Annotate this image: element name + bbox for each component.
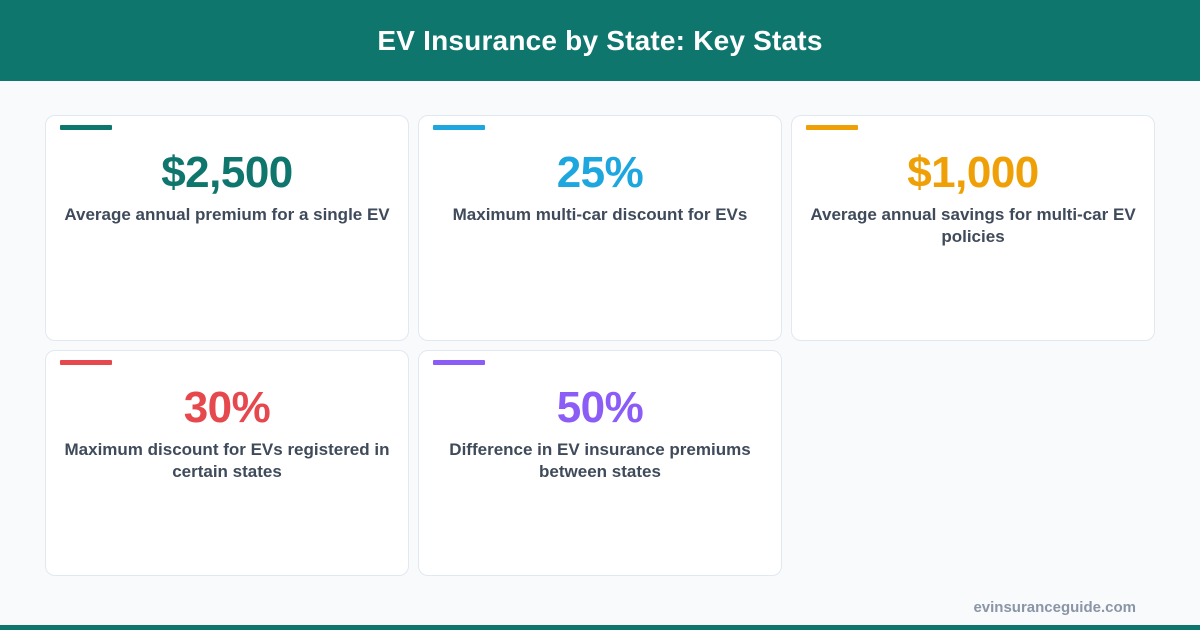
page-header: EV Insurance by State: Key Stats: [0, 0, 1200, 81]
stat-label: Difference in EV insurance premiums betw…: [449, 440, 751, 481]
page-title: EV Insurance by State: Key Stats: [377, 24, 823, 56]
stat-value: 25%: [556, 148, 644, 197]
stat-card-multi-car-discount: 25% Maximum multi-car discount for EVs: [418, 115, 782, 341]
stats-grid: $2,500 Average annual premium for a sing…: [45, 115, 1155, 576]
stat-value: 30%: [183, 383, 271, 432]
stat-label: Maximum discount for EVs registered in c…: [64, 440, 390, 481]
stat-label: Average annual savings for multi-car EV …: [810, 205, 1136, 246]
stat-card-premium-difference: 50% Difference in EV insurance premiums …: [418, 350, 782, 576]
stat-value: 50%: [556, 383, 644, 432]
card-accent-bar: [433, 125, 485, 130]
card-accent-bar: [433, 360, 485, 365]
stat-value: $2,500: [161, 148, 293, 197]
stat-card-average-premium: $2,500 Average annual premium for a sing…: [45, 115, 409, 341]
footer-site-url: evinsuranceguide.com: [973, 599, 1136, 616]
stat-value: $1,000: [907, 148, 1039, 197]
stat-label: Maximum multi-car discount for EVs: [452, 205, 748, 224]
card-accent-bar: [60, 360, 112, 365]
bottom-accent-bar: [0, 625, 1200, 630]
stat-card-multi-car-savings: $1,000 Average annual savings for multi-…: [791, 115, 1155, 341]
stat-card-state-discount: 30% Maximum discount for EVs registered …: [45, 350, 409, 576]
card-accent-bar: [806, 125, 858, 130]
stat-label: Average annual premium for a single EV: [64, 205, 390, 224]
card-accent-bar: [60, 125, 112, 130]
